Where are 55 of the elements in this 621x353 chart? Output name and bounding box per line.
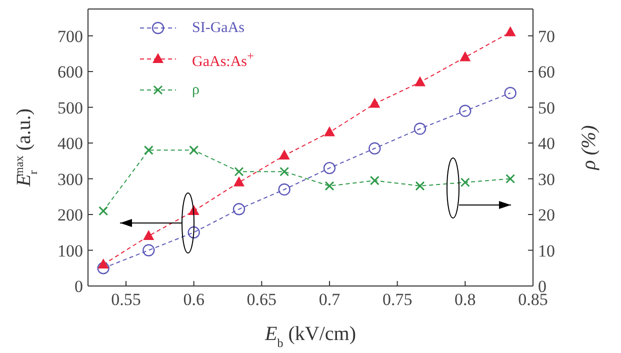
x-tick-label: 0.8 bbox=[454, 290, 476, 310]
x-tick-label: 0.55 bbox=[111, 290, 141, 310]
point bbox=[459, 104, 472, 117]
point bbox=[280, 166, 290, 176]
y2-tick-label: 50 bbox=[538, 98, 555, 118]
x-tick-label: 0.75 bbox=[382, 290, 412, 310]
y2-tick-label: 60 bbox=[538, 62, 555, 82]
point bbox=[504, 26, 516, 36]
x-axis-title: E$_{b}$ (kV/cm) bbox=[264, 323, 356, 350]
point bbox=[234, 176, 244, 186]
point bbox=[370, 176, 380, 186]
point bbox=[504, 86, 516, 100]
point bbox=[97, 262, 110, 274]
point bbox=[278, 150, 290, 160]
point bbox=[460, 51, 471, 62]
point bbox=[98, 258, 109, 269]
point bbox=[460, 178, 470, 188]
point bbox=[369, 98, 380, 108]
point bbox=[506, 174, 516, 184]
y2-tick-label: 10 bbox=[538, 241, 555, 260]
y-tick-label: 100 bbox=[58, 241, 83, 260]
point bbox=[368, 142, 381, 154]
legend-label: ρ bbox=[192, 81, 200, 100]
point bbox=[189, 145, 199, 155]
y2-tick-label: 20 bbox=[538, 206, 555, 225]
y2-tick-label: 30 bbox=[538, 170, 555, 189]
y-tick-label: 400 bbox=[58, 134, 83, 154]
point bbox=[142, 244, 155, 256]
point bbox=[144, 145, 154, 155]
y2-axis-title: ρ (%) bbox=[578, 124, 600, 171]
point bbox=[414, 122, 426, 135]
legend-label: GaAs:As$^{+}$ bbox=[192, 48, 254, 72]
point bbox=[415, 181, 425, 191]
y2-tick-label: 70 bbox=[538, 26, 555, 46]
point bbox=[232, 203, 246, 216]
point bbox=[278, 183, 290, 196]
x-tick-label: 0.6 bbox=[183, 290, 204, 310]
point bbox=[143, 230, 154, 240]
point bbox=[414, 76, 426, 86]
y2-tick-label: 40 bbox=[538, 134, 555, 154]
y-tick-label: 500 bbox=[58, 98, 83, 118]
y-tick-label: 200 bbox=[58, 206, 83, 225]
point bbox=[98, 206, 108, 216]
x-tick-label: 0.65 bbox=[246, 290, 277, 310]
y-tick-label: 600 bbox=[58, 62, 83, 82]
y-tick-label: 0 bbox=[74, 277, 83, 296]
x-tick-label: 0.7 bbox=[318, 290, 341, 310]
point bbox=[188, 226, 200, 238]
point bbox=[324, 126, 335, 136]
y-tick-label: 700 bbox=[58, 26, 83, 46]
y-tick-label: 300 bbox=[58, 170, 83, 189]
legend-label: SI-GaAs bbox=[192, 19, 244, 38]
point bbox=[324, 181, 334, 191]
point bbox=[323, 162, 336, 174]
point bbox=[234, 166, 244, 176]
